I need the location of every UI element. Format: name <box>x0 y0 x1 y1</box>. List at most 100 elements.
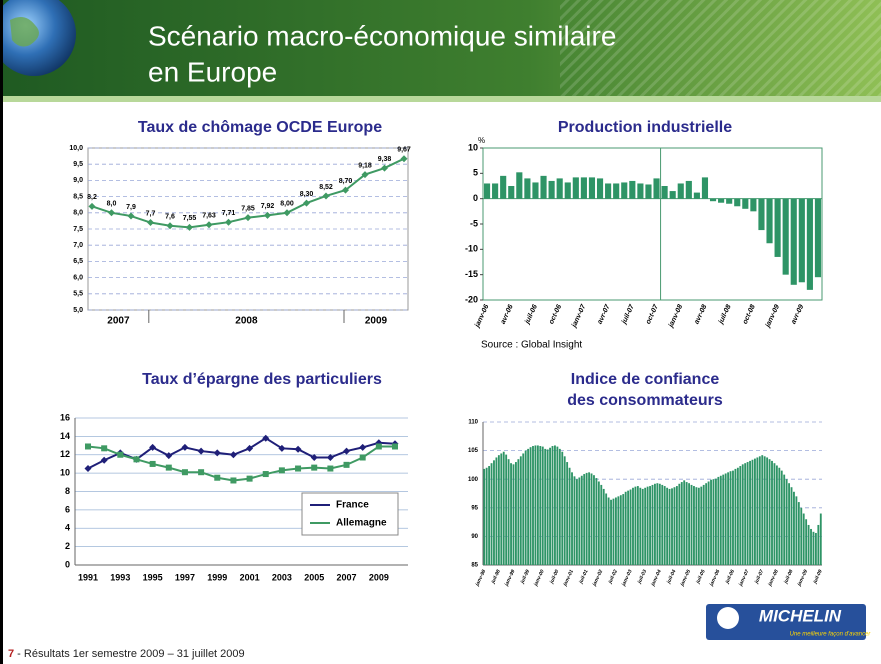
bar <box>807 524 810 565</box>
bar <box>812 531 815 565</box>
bar <box>810 528 812 565</box>
chart-title: Production industrielle <box>558 119 732 136</box>
marker <box>108 209 115 217</box>
bar <box>654 483 656 565</box>
marker <box>85 443 91 450</box>
bar <box>751 459 754 565</box>
header-stripes <box>560 0 881 100</box>
bar <box>556 446 559 565</box>
bar <box>719 475 722 565</box>
data-label: 8,0 <box>107 201 117 208</box>
bar <box>761 455 764 565</box>
bar <box>644 487 647 565</box>
marker <box>295 465 302 472</box>
bar <box>585 472 588 565</box>
x-tick-label: juil-02 <box>607 569 619 586</box>
y-tick-label: 0 <box>473 193 478 203</box>
bar <box>554 445 556 565</box>
x-tick-label: janv-07 <box>737 569 750 588</box>
bar <box>680 482 683 565</box>
x-tick-label: juil-00 <box>548 569 560 586</box>
marker <box>181 469 188 476</box>
y-tick-label: 10,0 <box>69 145 83 152</box>
bar <box>732 470 734 565</box>
x-tick-label: juil-07 <box>620 303 636 326</box>
bar <box>729 471 732 565</box>
data-label: 8,2 <box>87 194 97 201</box>
bar <box>597 481 600 565</box>
data-label: 7,7 <box>146 210 156 217</box>
bar <box>722 474 725 565</box>
data-label: 8,70 <box>339 178 353 185</box>
bar <box>814 198 822 278</box>
x-tick-label: avr-06 <box>500 304 515 326</box>
bar <box>671 488 673 565</box>
marker <box>213 449 221 457</box>
x-tick-label: janv-06 <box>474 304 491 330</box>
bar <box>726 198 733 204</box>
y-tick-label: 5 <box>473 168 478 178</box>
data-label: 9,67 <box>397 147 411 154</box>
marker <box>392 443 398 450</box>
y-tick-label: 0 <box>65 559 70 569</box>
x-tick-label: juil-09 <box>812 569 824 586</box>
bar <box>639 487 642 565</box>
bar <box>717 476 720 565</box>
bar <box>668 488 671 565</box>
bar <box>798 198 805 283</box>
bar <box>746 462 749 565</box>
bar <box>790 487 793 565</box>
marker <box>230 477 237 484</box>
bar <box>675 486 678 565</box>
bar <box>790 198 797 285</box>
bar <box>605 183 612 199</box>
x-tick-label: avr-09 <box>790 304 805 326</box>
x-tick-label: juil-06 <box>524 304 539 326</box>
bar <box>536 445 539 565</box>
x-tick-label: janv-08 <box>767 569 780 588</box>
marker <box>361 171 369 179</box>
bar <box>774 198 781 257</box>
bar <box>709 198 717 202</box>
bar <box>783 474 786 565</box>
bar <box>814 532 817 565</box>
bar <box>588 472 591 565</box>
bar <box>693 192 700 199</box>
x-tick-label: janv-99 <box>503 569 516 588</box>
data-label: 7,92 <box>261 203 275 210</box>
marker <box>88 202 96 210</box>
marker <box>214 474 221 481</box>
data-label: 7,63 <box>202 213 216 220</box>
bar <box>641 488 644 565</box>
footer: 7 - Résultats 1er semestre 2009 – 31 jui… <box>8 648 245 660</box>
marker <box>310 454 318 462</box>
marker <box>303 199 310 207</box>
bar <box>688 483 691 565</box>
logo-brand: MICHELIN <box>759 606 842 625</box>
plot-frame <box>87 147 409 311</box>
bar <box>693 486 695 565</box>
logo-box <box>706 604 866 640</box>
bar <box>739 466 742 565</box>
bar <box>646 486 649 565</box>
y-tick-label: 9,0 <box>73 177 83 184</box>
bar <box>649 486 651 565</box>
bar <box>578 477 581 565</box>
y-tick-label: -5 <box>470 218 478 228</box>
data-label: 7,85 <box>241 206 255 213</box>
bar <box>636 486 639 565</box>
marker <box>166 222 174 230</box>
bar <box>627 490 630 565</box>
marker <box>359 443 367 451</box>
bar <box>483 468 486 565</box>
x-tick-label: juil-01 <box>578 569 590 586</box>
bar <box>763 456 766 565</box>
chart-title: Indice de confiance <box>571 371 720 388</box>
bar <box>629 180 636 199</box>
bar <box>805 519 808 565</box>
x-tick-label: janv-05 <box>679 569 692 588</box>
bar <box>702 484 705 565</box>
x-group-label: 2007 <box>107 316 130 327</box>
x-tick-label: oct-06 <box>548 304 563 326</box>
bar <box>695 487 698 565</box>
